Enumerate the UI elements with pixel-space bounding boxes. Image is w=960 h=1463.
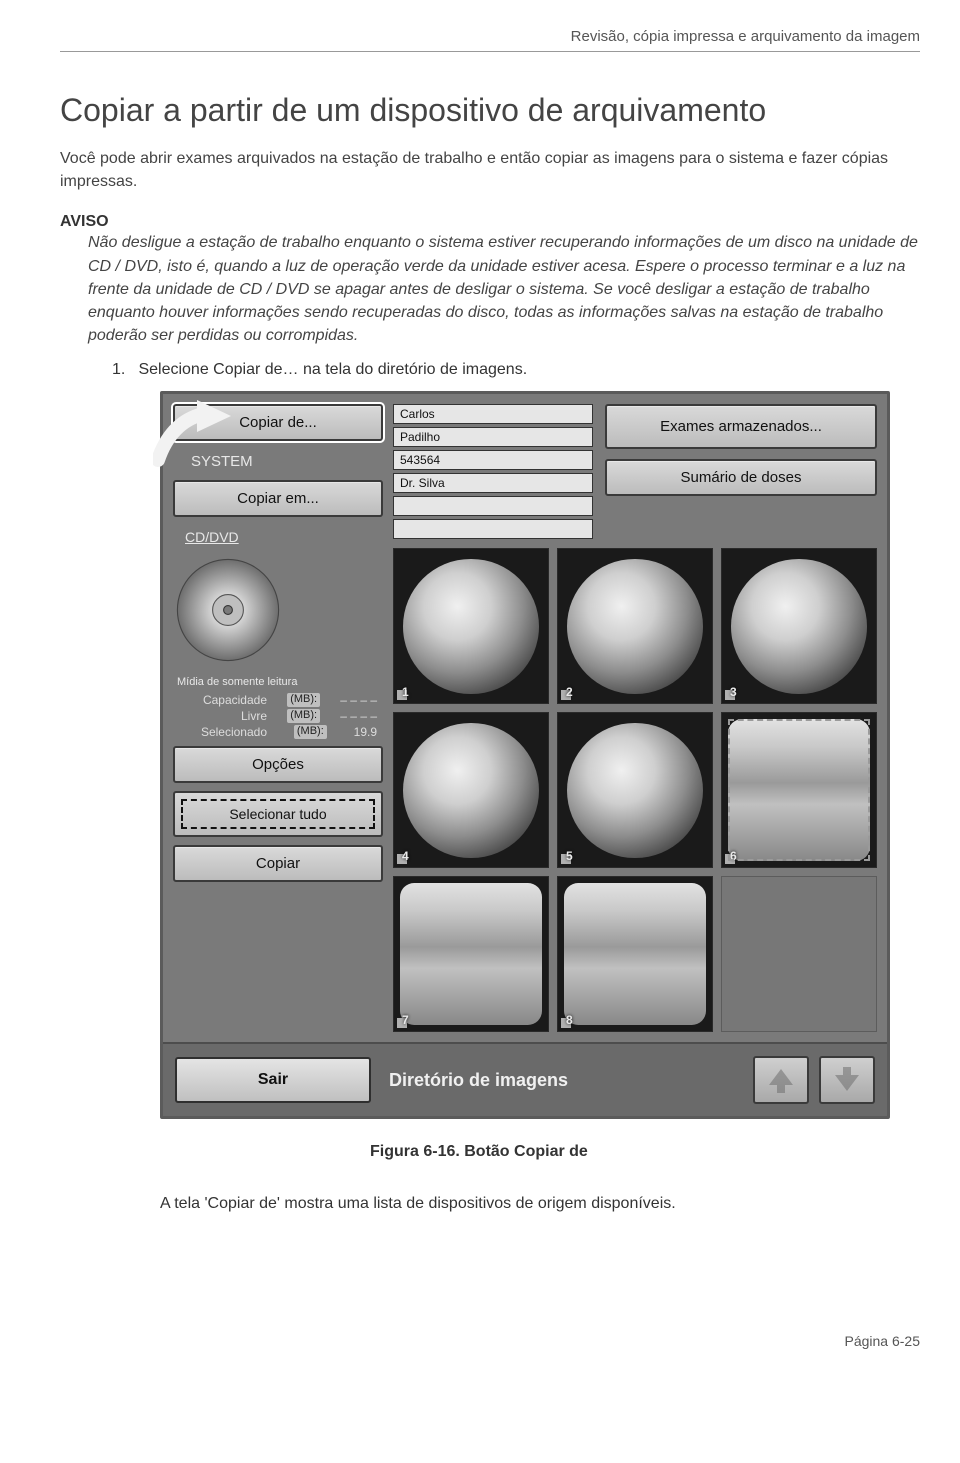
field-empty-1[interactable] bbox=[393, 496, 593, 516]
page-down-button[interactable] bbox=[819, 1056, 875, 1104]
stat-selected: Selecionado (MB): 19.9 bbox=[173, 724, 383, 740]
thumbnail bbox=[721, 876, 877, 1032]
thumbnail[interactable]: 4 bbox=[393, 712, 549, 868]
stat-label: Capacidade bbox=[177, 693, 267, 707]
aviso-label: AVISO bbox=[60, 213, 920, 231]
copy-from-button[interactable]: Copiar de... bbox=[173, 404, 383, 441]
field-lastname[interactable]: Padilho bbox=[393, 427, 593, 447]
xray-image bbox=[400, 883, 542, 1025]
copy-to-button[interactable]: Copiar em... bbox=[173, 480, 383, 517]
stat-value: – – – – bbox=[340, 693, 377, 707]
app-window: Copiar de... SYSTEM Copiar em... CD/DVD bbox=[160, 391, 890, 1119]
thumb-number: 1 bbox=[402, 685, 409, 699]
thumb-number: 3 bbox=[730, 685, 737, 699]
disc-icon bbox=[173, 555, 283, 665]
thumb-number: 2 bbox=[566, 685, 573, 699]
intro-paragraph: Você pode abrir exames arquivados na est… bbox=[60, 147, 920, 193]
step-1: 1. Selecione Copiar de… na tela do diret… bbox=[112, 361, 920, 379]
arrow-up-icon bbox=[767, 1067, 795, 1093]
stat-free: Livre (MB): – – – – bbox=[173, 708, 383, 724]
right-button-group: Exames armazenados... Sumário de doses bbox=[605, 404, 877, 542]
field-firstname[interactable]: Carlos bbox=[393, 404, 593, 424]
thumbnail[interactable]: 2 bbox=[557, 548, 713, 704]
dose-summary-button[interactable]: Sumário de doses bbox=[605, 459, 877, 496]
page-footer: Página 6-25 bbox=[60, 1333, 920, 1349]
stat-label: Selecionado bbox=[177, 725, 267, 739]
xray-image bbox=[403, 723, 539, 859]
exit-button[interactable]: Sair bbox=[175, 1057, 371, 1103]
arrow-down-icon bbox=[833, 1067, 861, 1093]
step-text: Selecione Copiar de… na tela do diretóri… bbox=[138, 361, 527, 378]
thumbnail[interactable]: 5 bbox=[557, 712, 713, 868]
sidebar: Copiar de... SYSTEM Copiar em... CD/DVD bbox=[173, 404, 383, 890]
thumbnail[interactable]: 7 bbox=[393, 876, 549, 1032]
options-button[interactable]: Opções bbox=[173, 746, 383, 783]
thumb-number: 6 bbox=[730, 849, 737, 863]
page-up-button[interactable] bbox=[753, 1056, 809, 1104]
select-all-label: Selecionar tudo bbox=[181, 799, 375, 829]
select-all-button[interactable]: Selecionar tudo bbox=[173, 791, 383, 837]
bottom-title: Diretório de imagens bbox=[389, 1070, 735, 1091]
after-figure-text: A tela 'Copiar de' mostra uma lista de d… bbox=[160, 1195, 920, 1213]
xray-image bbox=[728, 719, 870, 861]
cd-dvd-label: CD/DVD bbox=[185, 529, 383, 545]
thumb-number: 5 bbox=[566, 849, 573, 863]
page-header: Revisão, cópia impressa e arquivamento d… bbox=[60, 28, 920, 52]
field-id[interactable]: 543564 bbox=[393, 450, 593, 470]
stat-unit: (MB): bbox=[287, 709, 320, 723]
xray-image bbox=[403, 559, 539, 695]
page-title: Copiar a partir de um dispositivo de arq… bbox=[60, 92, 920, 129]
xray-image bbox=[731, 559, 867, 695]
stat-value: 19.9 bbox=[354, 725, 377, 739]
field-doctor[interactable]: Dr. Silva bbox=[393, 473, 593, 493]
patient-fields: Carlos Padilho 543564 Dr. Silva bbox=[393, 404, 593, 542]
main-column: Carlos Padilho 543564 Dr. Silva Exames a… bbox=[393, 404, 877, 1032]
xray-image bbox=[564, 883, 706, 1025]
system-label: SYSTEM bbox=[173, 449, 383, 480]
thumbnail[interactable]: 8 bbox=[557, 876, 713, 1032]
thumb-number: 7 bbox=[402, 1013, 409, 1027]
aviso-body: Não desligue a estação de trabalho enqua… bbox=[88, 231, 920, 347]
xray-image bbox=[567, 559, 703, 695]
media-readonly-note: Mídia de somente leitura bbox=[177, 676, 383, 688]
field-empty-2[interactable] bbox=[393, 519, 593, 539]
stat-label: Livre bbox=[177, 709, 267, 723]
cd-dvd-section: CD/DVD bbox=[173, 525, 383, 746]
stat-unit: (MB): bbox=[287, 693, 320, 707]
thumbnail[interactable]: 6 bbox=[721, 712, 877, 868]
thumbnail-grid: 1 2 3 4 5 6 7 8 bbox=[393, 548, 877, 1032]
thumbnail[interactable]: 3 bbox=[721, 548, 877, 704]
stat-unit: (MB): bbox=[294, 725, 327, 739]
thumb-number: 8 bbox=[566, 1013, 573, 1027]
bottom-bar: Sair Diretório de imagens bbox=[163, 1042, 887, 1116]
figure-caption: Figura 6-16. Botão Copiar de bbox=[370, 1143, 920, 1161]
stored-exams-button[interactable]: Exames armazenados... bbox=[605, 404, 877, 449]
xray-image bbox=[567, 723, 703, 859]
copy-button[interactable]: Copiar bbox=[173, 845, 383, 882]
thumbnail[interactable]: 1 bbox=[393, 548, 549, 704]
step-number: 1. bbox=[112, 361, 134, 379]
stat-value: – – – – bbox=[340, 709, 377, 723]
thumb-number: 4 bbox=[402, 849, 409, 863]
stat-capacity: Capacidade (MB): – – – – bbox=[173, 692, 383, 708]
